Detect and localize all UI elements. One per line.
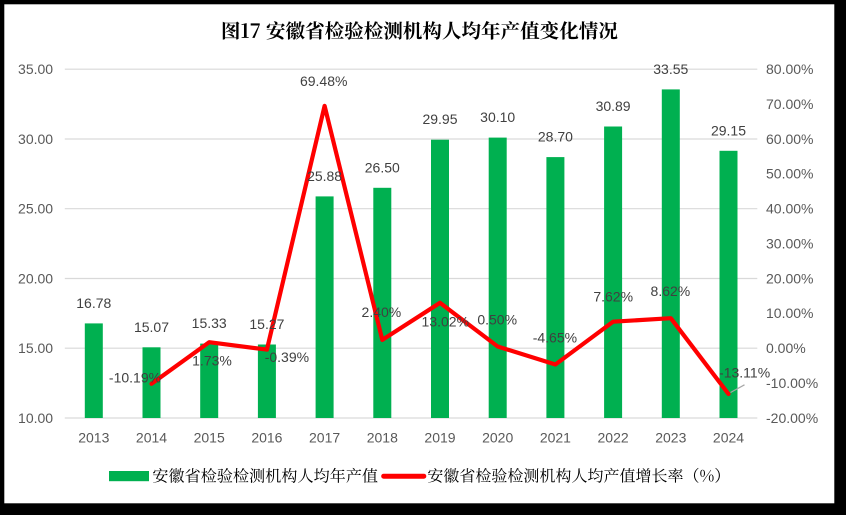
svg-text:50.00%: 50.00% [766,166,813,182]
svg-text:40.00%: 40.00% [766,201,813,217]
svg-text:7.62%: 7.62% [593,288,633,304]
svg-text:15.27: 15.27 [249,316,284,332]
svg-text:2017: 2017 [309,430,340,446]
svg-text:2016: 2016 [251,430,282,446]
svg-text:26.50: 26.50 [365,159,400,175]
svg-text:-0.39%: -0.39% [265,349,309,365]
svg-text:35.00: 35.00 [18,61,53,77]
svg-text:0.50%: 0.50% [477,311,517,327]
svg-text:-20.00%: -20.00% [766,410,818,426]
svg-text:10.00: 10.00 [18,410,53,426]
svg-text:30.89: 30.89 [596,98,631,114]
svg-text:2.40%: 2.40% [362,304,402,320]
svg-text:10.00%: 10.00% [766,305,813,321]
svg-text:0.00%: 0.00% [766,340,806,356]
svg-text:2015: 2015 [194,430,225,446]
svg-text:2014: 2014 [136,430,167,446]
svg-text:2018: 2018 [367,430,398,446]
svg-text:8.62%: 8.62% [651,283,691,299]
svg-text:15.07: 15.07 [134,319,169,335]
svg-text:2013: 2013 [78,430,109,446]
svg-text:30.00: 30.00 [18,131,53,147]
svg-text:2019: 2019 [424,430,455,446]
svg-text:30.00%: 30.00% [766,235,813,251]
svg-text:2024: 2024 [713,430,744,446]
svg-text:29.95: 29.95 [422,111,457,127]
svg-text:1.73%: 1.73% [192,353,232,369]
svg-text:29.15: 29.15 [711,122,746,138]
svg-text:25.00: 25.00 [18,201,53,217]
svg-text:2022: 2022 [598,430,629,446]
svg-text:2020: 2020 [482,430,513,446]
svg-text:-10.00%: -10.00% [766,375,818,391]
svg-text:60.00%: 60.00% [766,131,813,147]
svg-text:-4.65%: -4.65% [533,329,577,345]
svg-text:13.02%: 13.02% [422,314,469,330]
svg-text:15.33: 15.33 [192,315,227,331]
svg-text:2023: 2023 [655,430,686,446]
svg-text:80.00%: 80.00% [766,61,813,77]
svg-text:28.70: 28.70 [538,129,573,145]
svg-text:20.00%: 20.00% [766,270,813,286]
svg-text:2021: 2021 [540,430,571,446]
svg-text:20.00: 20.00 [18,270,53,286]
svg-text:30.10: 30.10 [480,109,515,125]
svg-text:69.48%: 69.48% [300,73,347,89]
svg-text:33.55: 33.55 [653,61,688,77]
svg-text:15.00: 15.00 [18,340,53,356]
svg-text:-13.11%: -13.11% [719,364,770,380]
svg-text:16.78: 16.78 [76,295,111,311]
svg-text:-10.19%: -10.19% [109,370,161,386]
svg-text:70.00%: 70.00% [766,96,813,112]
svg-text:25.88: 25.88 [307,168,342,184]
